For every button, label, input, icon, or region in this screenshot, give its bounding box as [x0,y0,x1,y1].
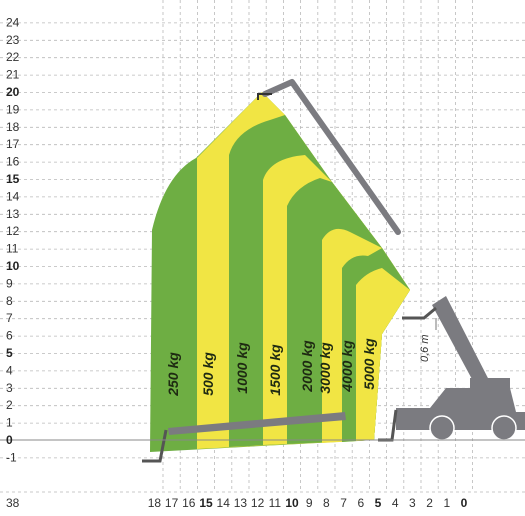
telehandler-cab [470,378,510,398]
x-tick-label: 15 [199,496,213,510]
y-tick-label: 24 [6,15,20,29]
x-tick-label: 0 [461,496,468,510]
x-tick-label: 5 [375,496,382,510]
y-tick-label: 13 [6,207,20,221]
y-tick-label: 10 [6,259,20,273]
x-tick-label: 9 [306,496,313,510]
x-axis-ticks: 18 17 16 15 14 13 12 11 10 9 8 7 6 5 4 3 2 1 0 [148,496,468,510]
y-tick-label: 2 [6,398,13,412]
x-axis-corner-label: 38 [6,496,20,510]
x-tick-label: 2 [426,496,433,510]
x-tick-label: 4 [392,496,399,510]
y-tick-label: 5 [6,346,13,360]
zone-label: 3000 kg [317,342,333,394]
y-tick-label: 20 [6,85,20,99]
y-tick-label: 4 [6,363,13,377]
horizontal-boom-arm [168,412,346,435]
y-tick-label: 8 [6,294,13,308]
x-tick-label: 17 [165,496,179,510]
x-tick-label: 12 [251,496,265,510]
telehandler-machine [378,296,525,442]
x-tick-label: 16 [182,496,196,510]
y-tick-label: 0 [6,433,13,447]
y-tick-label: 7 [6,311,13,325]
zone-label: 2000 kg [299,340,315,393]
x-tick-label: 13 [234,496,248,510]
y-axis-ticks: 2423222120191817161514131211109876543210… [6,15,20,464]
zone-label: 5000 kg [361,338,377,390]
telehandler-body [396,388,525,430]
zone-label: 250 kg [165,352,181,397]
zone-label: 1500 kg [267,344,283,396]
y-tick-label: 21 [6,68,20,82]
y-tick-label: 18 [6,120,20,134]
extended-boom-arm [262,79,401,235]
extended-boom [257,79,401,235]
y-tick-label: 23 [6,33,20,47]
x-tick-label: 18 [148,496,162,510]
zone-label: 4000 kg [339,340,355,393]
y-tick-label: 12 [6,224,20,238]
x-tick-label: 8 [323,496,330,510]
y-tick-label: -1 [6,450,17,464]
mast-fork [402,306,437,320]
load-zone-4000kg-yellow [356,268,410,441]
y-tick-label: 22 [6,50,20,64]
load-zones [150,92,410,452]
y-tick-label: 19 [6,102,20,116]
x-tick-label: 3 [409,496,416,510]
y-tick-label: 9 [6,276,13,290]
zone-label: 1000 kg [234,342,250,394]
y-tick-label: 17 [6,137,20,151]
y-tick-label: 3 [6,381,13,395]
zone-labels: 250 kg 500 kg 1000 kg 1500 kg 2000 kg 3000 kg… [165,338,377,397]
y-tick-label: 16 [6,155,20,169]
extended-boom-fork [257,93,272,100]
y-tick-label: 15 [6,172,20,186]
y-tick-label: 11 [6,242,19,256]
telehandler-mast [432,296,492,394]
x-tick-label: 7 [340,496,347,510]
mast-offset-annotation: 0,6 m [419,334,431,362]
zone-label: 500 kg [200,352,216,396]
front-wheel [429,415,455,441]
y-tick-label: 6 [6,329,13,343]
x-tick-label: 1 [443,496,450,510]
x-tick-label: 11 [269,496,282,510]
rear-wheel [491,415,517,441]
x-tick-label: 10 [285,496,299,510]
y-tick-label: 1 [6,416,13,430]
y-tick-label: 14 [6,189,20,203]
x-tick-label: 14 [217,496,231,510]
x-tick-label: 6 [357,496,364,510]
